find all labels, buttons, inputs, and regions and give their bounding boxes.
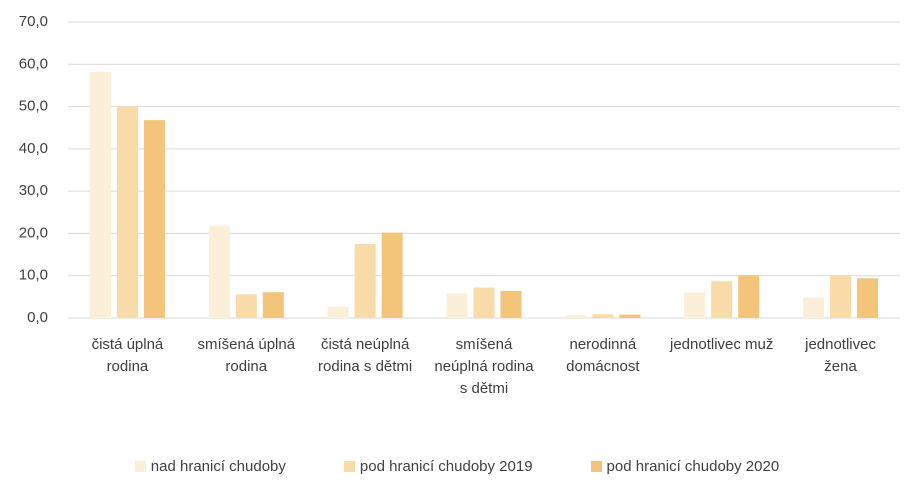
bar bbox=[381, 232, 403, 318]
bar bbox=[565, 315, 587, 318]
bar bbox=[354, 244, 376, 318]
x-tick-label: jednotlivec muž bbox=[670, 336, 774, 353]
legend: nad hranicí chudoby pod hranicí chudoby 2… bbox=[0, 458, 914, 475]
x-tick-label: nerodinná domácnost bbox=[566, 336, 640, 375]
bar bbox=[711, 281, 733, 318]
y-tick-label: 10,0 bbox=[19, 267, 48, 284]
y-tick-label: 60,0 bbox=[19, 55, 48, 72]
legend-item: nad hranicí chudoby bbox=[134, 458, 286, 475]
bar bbox=[327, 306, 349, 318]
y-tick-label: 20,0 bbox=[19, 224, 48, 241]
y-tick-label: 50,0 bbox=[19, 98, 48, 115]
bar bbox=[738, 275, 760, 318]
bar bbox=[235, 294, 257, 318]
legend-swatch bbox=[343, 461, 355, 472]
y-tick-label: 40,0 bbox=[19, 140, 48, 157]
legend-label: pod hranicí chudoby 2020 bbox=[606, 458, 780, 475]
y-tick-label: 70,0 bbox=[19, 13, 48, 30]
y-tick-label: 30,0 bbox=[19, 182, 48, 199]
bar bbox=[500, 290, 522, 318]
bar bbox=[592, 314, 614, 318]
bar bbox=[89, 71, 111, 318]
legend-label: pod hranicí chudoby 2019 bbox=[359, 458, 533, 475]
y-tick-label: 0,0 bbox=[27, 309, 48, 326]
x-tick-label: jednotlivec žena bbox=[805, 336, 876, 375]
bar bbox=[473, 287, 495, 318]
legend-swatch bbox=[134, 461, 146, 472]
bar bbox=[857, 278, 879, 318]
legend-swatch bbox=[590, 461, 602, 472]
bar bbox=[143, 120, 165, 318]
bar bbox=[803, 297, 825, 318]
bar bbox=[208, 225, 230, 318]
bar bbox=[684, 292, 706, 318]
x-tick-label: smíšená úplná rodina bbox=[197, 336, 296, 375]
bar bbox=[619, 314, 641, 318]
bar bbox=[262, 292, 284, 318]
legend-item: pod hranicí chudoby 2019 bbox=[343, 458, 533, 475]
bar bbox=[830, 275, 852, 318]
legend-label: nad hranicí chudoby bbox=[150, 458, 286, 475]
bar bbox=[116, 106, 138, 318]
x-tick-label: čistá neúplná rodina s dětmi bbox=[318, 336, 413, 375]
x-tick-label: čistá úplná rodina bbox=[91, 336, 164, 375]
x-tick-label: smíšená neúplná rodina s dětmi bbox=[434, 336, 534, 397]
legend-item: pod hranicí chudoby 2020 bbox=[590, 458, 780, 475]
bar bbox=[446, 293, 468, 318]
